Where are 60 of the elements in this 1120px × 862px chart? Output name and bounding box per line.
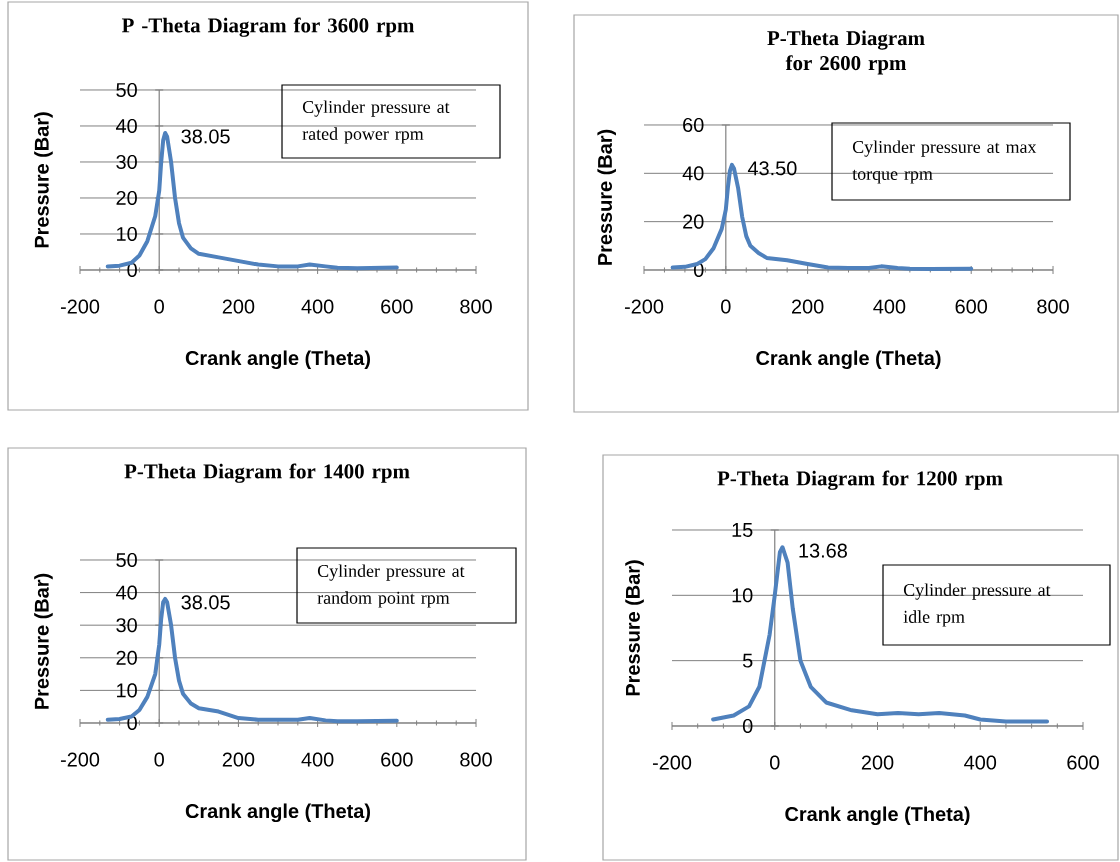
y-tick-label: 10 — [117, 226, 137, 242]
x-tick-label: 400 — [301, 752, 334, 767]
x-tick-label: 800 — [460, 752, 492, 767]
annotation: Cylinder pressure at random point rpm — [317, 564, 465, 608]
chart-title: P-Theta Diagram for 1400 rpm — [124, 463, 410, 483]
y-tick-label: 60 — [683, 117, 704, 133]
x-tick-label: -200 — [60, 299, 100, 314]
y-tick-label: 0 — [742, 718, 753, 734]
x-tick-label: 200 — [222, 752, 255, 767]
y-axis-title: Pressure (Bar) — [34, 112, 53, 248]
y-tick-label: 20 — [116, 650, 137, 665]
y-axis-title: Pressure (Bar) — [625, 560, 644, 696]
y-tick-label: 40 — [682, 166, 704, 181]
chart-title: P-Theta Diagram for 2600 rpm — [767, 30, 925, 75]
annotation: Cylinder pressure at idle rpm — [903, 583, 1051, 627]
annotation: 43.50 — [747, 161, 797, 176]
x-tick-label: 800 — [460, 299, 492, 314]
x-tick-label: 600 — [381, 752, 413, 767]
x-tick-label: 400 — [964, 755, 997, 770]
x-tick-label: 200 — [791, 299, 824, 314]
y-tick-label: 50 — [116, 552, 137, 568]
annotation: Cylinder pressure at rated power rpm — [302, 100, 450, 144]
x-tick-label: 0 — [154, 752, 164, 767]
y-tick-label: 15 — [732, 523, 753, 537]
y-tick-label: 40 — [115, 118, 137, 134]
y-axis-title: Pressure (Bar) — [34, 573, 53, 709]
chart-title: P-Theta Diagram for 1200 rpm — [717, 470, 1003, 490]
y-tick-label: 20 — [683, 214, 704, 229]
y-tick-label: 5 — [742, 653, 753, 668]
x-tick-label: 400 — [301, 299, 334, 314]
y-axis-title: Pressure (Bar) — [597, 129, 616, 265]
x-tick-label: 800 — [1037, 299, 1069, 314]
y-tick-label: 10 — [732, 588, 753, 603]
y-tick-label: 10 — [117, 683, 137, 698]
x-axis-title: Crank angle (Theta) — [785, 806, 970, 826]
x-tick-label: 200 — [222, 299, 255, 314]
y-tick-label: 30 — [116, 154, 137, 170]
x-tick-label: 200 — [861, 755, 894, 770]
x-axis-title: Crank angle (Theta) — [756, 350, 941, 370]
annotation: 13.68 — [799, 543, 847, 558]
x-tick-label: -200 — [624, 299, 664, 314]
x-tick-label: -200 — [652, 755, 692, 770]
x-axis-title: Crank angle (Theta) — [185, 803, 370, 823]
chart-title: P -Theta Diagram for 3600 rpm — [121, 17, 415, 37]
x-tick-label: -200 — [60, 752, 100, 767]
x-tick-label: 600 — [381, 299, 413, 314]
x-axis-title: Crank angle (Theta) — [185, 350, 370, 370]
y-tick-label: 30 — [116, 618, 137, 633]
x-tick-label: 0 — [154, 299, 164, 314]
y-tick-label: 20 — [116, 190, 137, 206]
y-tick-label: 50 — [116, 82, 137, 98]
annotation: 38.05 — [181, 129, 230, 144]
x-tick-label: 600 — [955, 299, 988, 314]
x-tick-label: 400 — [873, 299, 906, 314]
x-tick-label: 0 — [721, 299, 731, 314]
y-tick-label: 40 — [115, 585, 137, 600]
annotation: 38.05 — [181, 595, 230, 610]
x-tick-label: 0 — [770, 755, 780, 770]
annotation: Cylinder pressure at max torque rpm — [852, 140, 1037, 184]
x-tick-label: 600 — [1067, 755, 1099, 770]
